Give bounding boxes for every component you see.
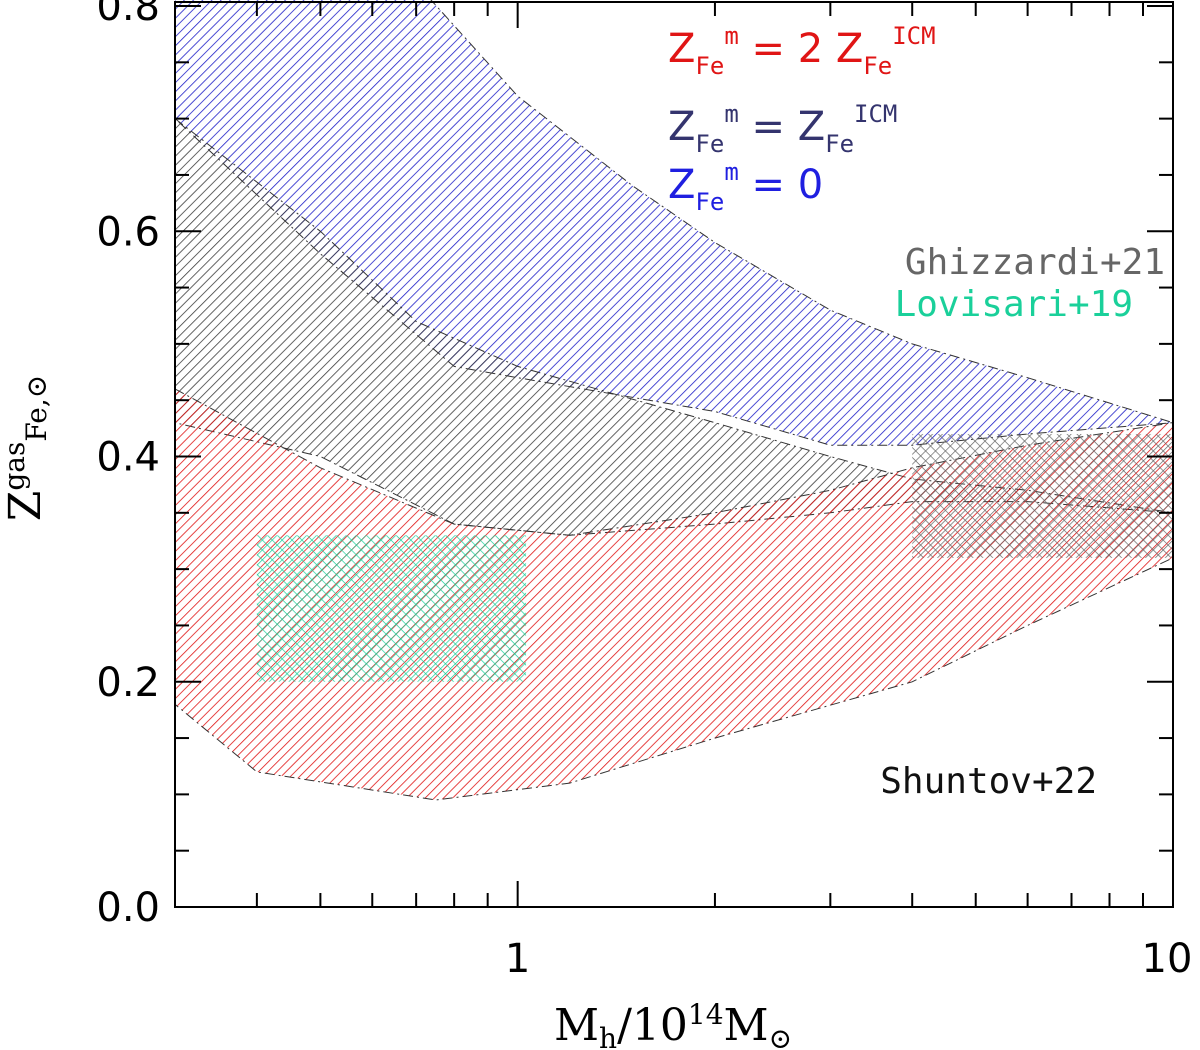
obs-box-ghizzardi bbox=[912, 433, 1173, 558]
plot-frame bbox=[174, 1, 1174, 908]
y-tick-label: 0.4 bbox=[96, 435, 160, 481]
annotation-ghizzardi: Ghizzardi+21 bbox=[905, 242, 1165, 283]
y-tick-label: 0.6 bbox=[96, 209, 160, 255]
x-tick-label: 1 bbox=[505, 936, 530, 982]
obs-box-lovisari bbox=[256, 535, 527, 682]
x-tick-label: 10 bbox=[1142, 936, 1193, 982]
y-axis-ticks: 0.0 0.2 0.4 0.6 0.8 bbox=[96, 0, 1173, 931]
y-axis-label: ZgasFe,⊙ bbox=[0, 375, 53, 521]
legend-entry-double: ZFem = 2 ZFeICM bbox=[668, 22, 936, 80]
legend-entry-equal: ZFem = ZFeICM bbox=[668, 100, 897, 158]
y-tick-label: 0.0 bbox=[96, 885, 160, 931]
y-tick-label: 0.8 bbox=[96, 0, 160, 30]
x-axis-ticks: 1 10 bbox=[174, 2, 1193, 982]
legend-entry-zero: ZFem = 0 bbox=[668, 158, 823, 216]
x-axis-label: Mh/1014M⊙ bbox=[554, 998, 792, 1050]
annotation-shuntov: Shuntov+22 bbox=[880, 761, 1097, 802]
annotation-lovisari: Lovisari+19 bbox=[895, 284, 1133, 325]
band-equal bbox=[175, 117, 1173, 536]
observation-boxes bbox=[256, 433, 1173, 682]
y-tick-label: 0.2 bbox=[96, 660, 160, 706]
